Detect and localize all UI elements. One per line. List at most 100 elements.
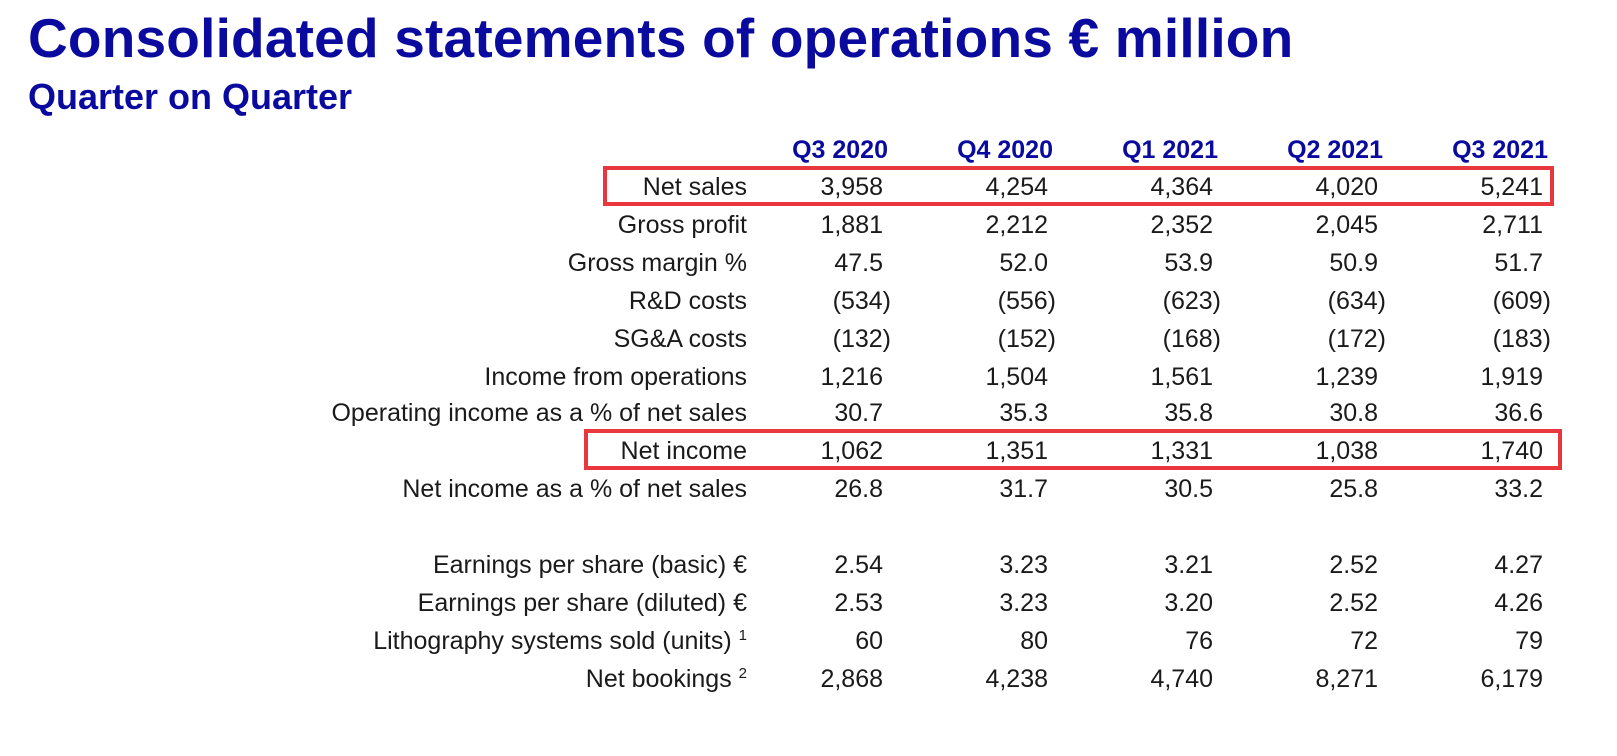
table-cell: 1,351 [985, 437, 1048, 465]
row-label: Operating income as a % of net sales [331, 399, 747, 428]
table-cell: (172) [1327, 325, 1386, 353]
row-label-text: Income from operations [484, 363, 747, 391]
table-cell: 2,711 [1482, 211, 1543, 239]
column-header-q2-2021: Q2 2021 [1287, 136, 1383, 164]
row-label-text: SG&A costs [613, 325, 747, 353]
net-sales-highlight [603, 166, 1554, 206]
table-cell: 60 [855, 627, 883, 655]
table-cell: (556) [997, 287, 1056, 315]
page-subtitle: Quarter on Quarter [28, 76, 353, 117]
table-cell: 1,239 [1315, 363, 1378, 391]
footnote-marker: 2 [738, 665, 747, 682]
table-cell: (168) [1162, 325, 1221, 353]
table-cell: 1,062 [820, 437, 883, 465]
row-label: Net income as a % of net sales [402, 475, 747, 504]
table-cell: 47.5 [834, 249, 883, 277]
row-label: Net income [621, 437, 747, 466]
row-label-text: Gross margin % [567, 249, 747, 277]
table-cell: 3.20 [1164, 589, 1213, 617]
table-cell: 4,254 [985, 173, 1048, 201]
table-cell: 50.9 [1329, 249, 1378, 277]
table-cell: 1,504 [985, 363, 1048, 391]
table-cell: 76 [1185, 627, 1213, 655]
row-label: R&D costs [629, 287, 747, 316]
row-label-text: Net income [620, 437, 747, 465]
table-cell: 2,212 [985, 211, 1048, 239]
table-cell: (132) [832, 325, 891, 353]
table-cell: 72 [1350, 627, 1378, 655]
table-cell: 2,868 [820, 665, 883, 693]
table-cell: (609) [1492, 287, 1551, 315]
row-label: SG&A costs [614, 325, 747, 354]
table-cell: 2.53 [834, 589, 883, 617]
table-cell: (152) [997, 325, 1056, 353]
table-cell: 1,561 [1150, 363, 1213, 391]
row-label-text: Net bookings [585, 665, 732, 693]
table-cell: 30.5 [1164, 475, 1213, 503]
table-cell: 79 [1515, 627, 1543, 655]
table-cell: 31.7 [999, 475, 1048, 503]
table-cell: 1,331 [1150, 437, 1213, 465]
table-cell: 35.8 [1164, 399, 1213, 427]
table-cell: 1,919 [1480, 363, 1543, 391]
row-label: Income from operations [484, 363, 747, 392]
table-cell: (623) [1162, 287, 1221, 315]
table-cell: 2.54 [834, 551, 883, 579]
row-label-text: Earnings per share (diluted) € [417, 589, 747, 617]
table-cell: 33.2 [1494, 475, 1543, 503]
table-cell: 53.9 [1164, 249, 1213, 277]
table-cell: 5,241 [1480, 173, 1543, 201]
row-label: Earnings per share (basic) € [433, 551, 747, 580]
row-label-text: Net income as a % of net sales [402, 475, 747, 503]
table-cell: 2,045 [1315, 211, 1378, 239]
table-cell: 2,352 [1150, 211, 1213, 239]
table-cell: 25.8 [1329, 475, 1378, 503]
row-label: Net sales [643, 173, 747, 202]
table-cell: 3,958 [820, 173, 883, 201]
table-cell: 2.52 [1329, 589, 1378, 617]
table-cell: 4.26 [1494, 589, 1543, 617]
table-cell: 1,216 [820, 363, 883, 391]
row-label: Gross margin % [568, 249, 747, 278]
table-cell: 36.6 [1494, 399, 1543, 427]
table-cell: 3.21 [1164, 551, 1213, 579]
table-cell: 30.7 [834, 399, 883, 427]
row-label-text: Earnings per share (basic) € [432, 551, 747, 579]
row-label-text: Lithography systems sold (units) [373, 627, 732, 655]
table-cell: 4,020 [1315, 173, 1378, 201]
column-header-q4-2020: Q4 2020 [957, 136, 1053, 164]
table-cell: 35.3 [999, 399, 1048, 427]
table-cell: 4,238 [985, 665, 1048, 693]
column-header-q3-2020: Q3 2020 [792, 136, 888, 164]
row-label: Lithography systems sold (units) 1 [373, 627, 747, 656]
footnote-marker: 1 [738, 627, 747, 644]
table-cell: 8,271 [1315, 665, 1378, 693]
table-cell: 1,740 [1480, 437, 1543, 465]
table-cell: (183) [1492, 325, 1551, 353]
page-title: Consolidated statements of operations € … [28, 7, 1294, 69]
net-income-highlight [584, 429, 1562, 470]
table-cell: 80 [1020, 627, 1048, 655]
table-cell: 6,179 [1480, 665, 1543, 693]
table-cell: 30.8 [1329, 399, 1378, 427]
table-cell: (534) [832, 287, 891, 315]
table-cell: 4,740 [1150, 665, 1213, 693]
row-label-text: Net sales [642, 173, 747, 201]
column-header-q1-2021: Q1 2021 [1122, 136, 1218, 164]
row-label: Gross profit [618, 211, 747, 240]
table-cell: 1,038 [1315, 437, 1378, 465]
table-cell: 4,364 [1150, 173, 1213, 201]
row-label-text: Gross profit [617, 211, 747, 239]
row-label-text: Operating income as a % of net sales [331, 399, 747, 427]
row-label-text: R&D costs [628, 287, 747, 315]
column-header-q3-2021: Q3 2021 [1452, 136, 1548, 164]
table-cell: 52.0 [999, 249, 1048, 277]
row-label: Net bookings 2 [586, 665, 747, 694]
table-cell: 26.8 [834, 475, 883, 503]
row-label: Earnings per share (diluted) € [418, 589, 747, 618]
table-cell: 3.23 [999, 589, 1048, 617]
table-cell: 3.23 [999, 551, 1048, 579]
table-cell: 51.7 [1494, 249, 1543, 277]
table-cell: 2.52 [1329, 551, 1378, 579]
table-cell: 4.27 [1494, 551, 1543, 579]
